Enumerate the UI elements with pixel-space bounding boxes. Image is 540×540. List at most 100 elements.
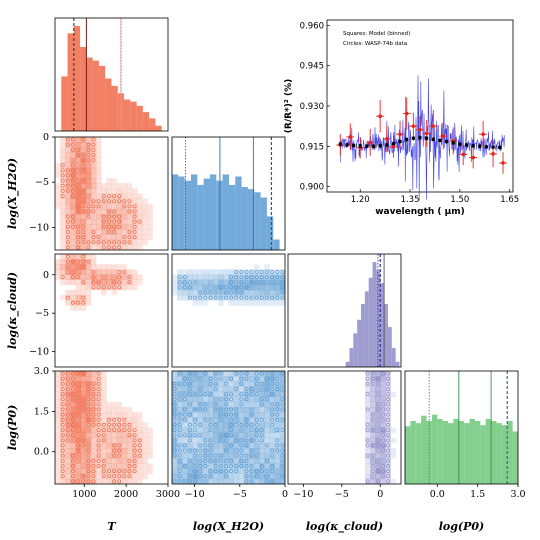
density-cell xyxy=(238,448,245,454)
contour-point xyxy=(112,428,117,433)
density-cell xyxy=(147,432,153,439)
contour-point xyxy=(127,240,132,245)
density-cell xyxy=(75,432,81,439)
density-cell xyxy=(60,396,66,403)
contour-point xyxy=(270,407,275,412)
panel-T-T xyxy=(54,17,169,132)
density-cell xyxy=(197,396,204,403)
density-cell xyxy=(187,432,193,439)
density-cell xyxy=(172,463,178,469)
hist-bar xyxy=(92,60,99,131)
contour-point xyxy=(223,474,228,479)
density-cell xyxy=(80,437,87,444)
density-cell xyxy=(228,478,234,485)
contour-point xyxy=(193,422,198,427)
density-cell xyxy=(101,422,107,428)
density-cell xyxy=(96,453,102,459)
contour-point xyxy=(259,428,264,433)
density-cell xyxy=(137,458,143,464)
density-cell xyxy=(101,463,107,469)
density-cell xyxy=(116,442,123,449)
contour-point xyxy=(254,474,259,479)
density-cell xyxy=(85,224,92,230)
contour-point xyxy=(386,453,391,458)
density-cell xyxy=(274,478,281,485)
density-cell xyxy=(80,478,87,485)
density-cell xyxy=(137,198,143,205)
density-cell xyxy=(85,386,92,392)
density-cell xyxy=(137,468,143,475)
density-cell xyxy=(80,295,87,301)
data-point xyxy=(424,131,429,136)
density-cell xyxy=(365,371,371,377)
density-cell xyxy=(121,239,128,246)
density-cell xyxy=(55,427,61,433)
density-cell xyxy=(106,224,112,230)
density-cell xyxy=(279,437,286,444)
density-cell xyxy=(70,274,76,280)
contour-point xyxy=(187,433,192,438)
density-cell xyxy=(365,391,371,397)
contour-point xyxy=(117,422,122,427)
contour-point xyxy=(208,438,213,443)
density-cell xyxy=(243,274,250,280)
contour-point xyxy=(265,269,270,274)
density-cell xyxy=(80,162,87,169)
density-cell xyxy=(238,458,245,464)
contour-point xyxy=(76,235,81,240)
density-cell xyxy=(55,269,61,275)
contour-point xyxy=(76,448,81,453)
contour-point xyxy=(101,438,106,443)
density-cell xyxy=(126,244,133,251)
density-cell xyxy=(75,305,81,311)
density-cell xyxy=(223,381,229,387)
density-cell xyxy=(264,289,270,296)
density-cell xyxy=(90,376,97,382)
contour-point xyxy=(70,386,75,391)
contour-point xyxy=(122,474,127,479)
density-cell xyxy=(243,391,250,397)
density-cell xyxy=(80,279,87,286)
density-cell xyxy=(70,167,76,174)
density-cell xyxy=(65,219,71,225)
density-cell xyxy=(385,448,392,454)
density-cell xyxy=(85,178,92,184)
density-cell xyxy=(90,432,97,439)
density-cell xyxy=(65,300,71,306)
density-cell xyxy=(80,208,87,215)
density-cell xyxy=(90,458,97,464)
model-square xyxy=(444,139,449,144)
density-cell xyxy=(121,244,128,251)
density-cell xyxy=(207,269,214,275)
density-cell xyxy=(147,234,153,241)
density-cell xyxy=(96,167,102,174)
density-cell xyxy=(264,371,270,377)
density-cell xyxy=(85,147,92,153)
density-cell xyxy=(380,417,386,423)
contour-point xyxy=(60,392,65,397)
density-cell xyxy=(269,406,276,413)
density-cell xyxy=(238,422,245,428)
contour-point xyxy=(365,376,370,381)
density-cell xyxy=(187,417,193,423)
density-cell xyxy=(197,432,204,439)
contour-point xyxy=(218,438,223,443)
density-cell xyxy=(192,391,198,397)
density-cell xyxy=(279,401,286,408)
model-square xyxy=(391,142,396,146)
density-cell xyxy=(365,448,371,454)
contour-point xyxy=(234,269,239,274)
contour-point xyxy=(259,295,264,300)
spectrum-inset: 1.20 1.35 1.50 1.650.9000.9150.9300.9450.96… xyxy=(284,19,519,217)
density-cell xyxy=(75,172,81,179)
density-cell xyxy=(218,422,224,428)
density-cell xyxy=(264,417,270,423)
density-cell xyxy=(177,453,183,459)
density-cell xyxy=(213,478,219,485)
density-cell xyxy=(147,427,153,433)
density-cell xyxy=(75,376,81,382)
density-cell xyxy=(85,157,92,163)
density-cell xyxy=(60,448,66,454)
hist-bar xyxy=(86,57,93,131)
